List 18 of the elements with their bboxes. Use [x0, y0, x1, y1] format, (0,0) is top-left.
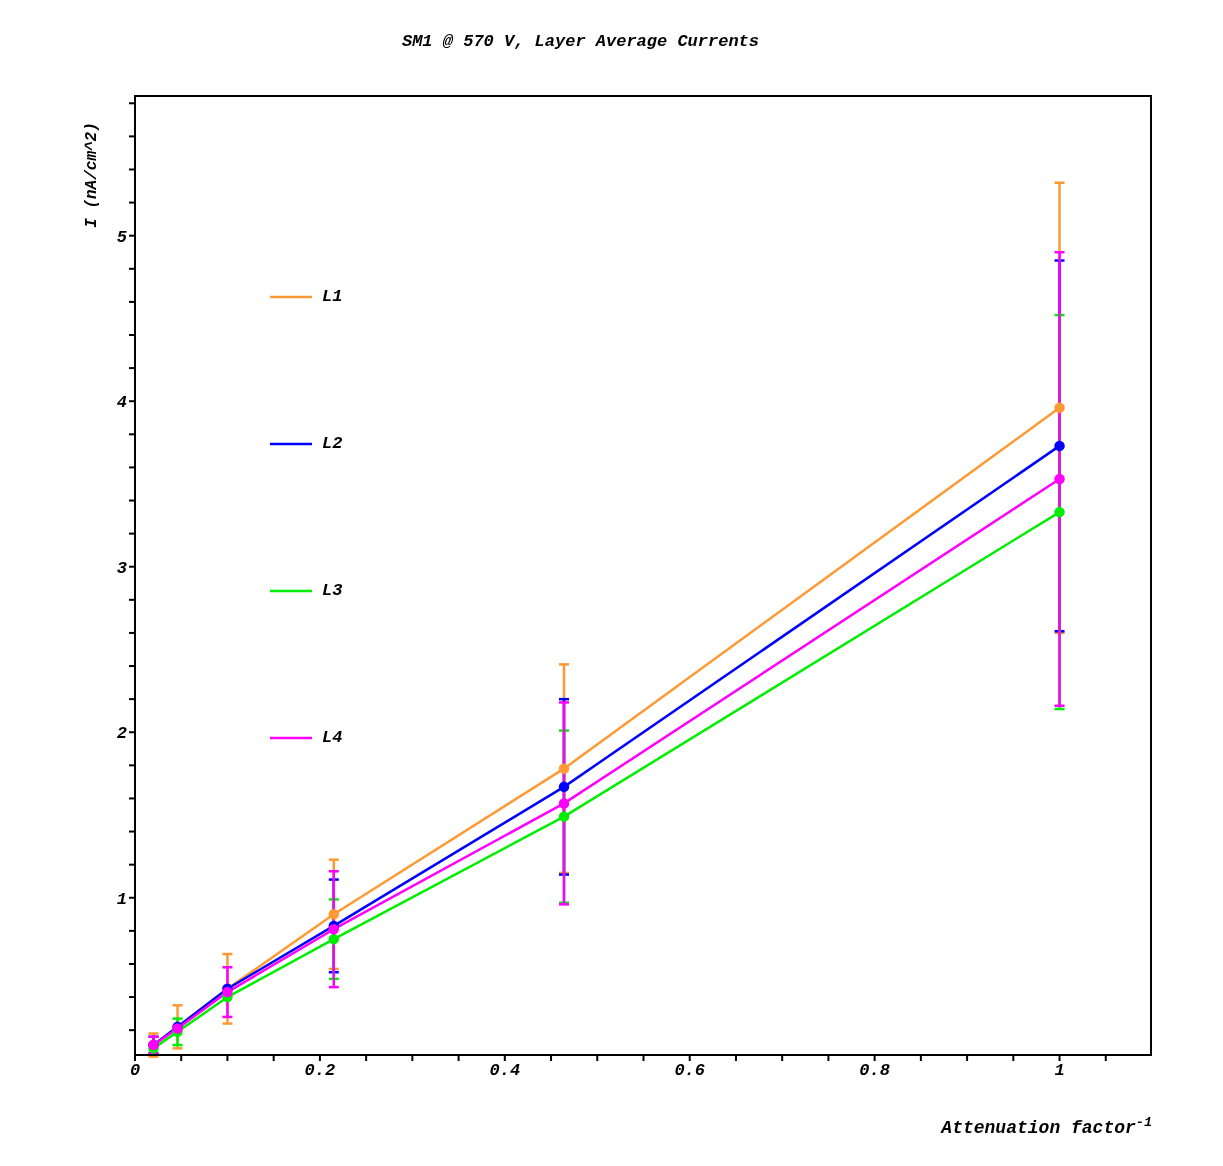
x-tick-label: 0	[129, 1061, 141, 1081]
x-axis-title: Attenuation factor$^{-1}$	[940, 1114, 1152, 1138]
y-tick-label: 3	[116, 558, 127, 578]
x-tick-label: 0.2	[304, 1061, 336, 1081]
y-axis-title: I (nA/cm^2)	[83, 122, 101, 228]
x-tick-label: 0.4	[489, 1061, 521, 1081]
legend-label: L1	[322, 287, 343, 306]
x-tick-label: 0.8	[859, 1061, 890, 1081]
legend-label: L3	[322, 581, 343, 600]
legend-label: L2	[322, 434, 343, 453]
x-tick-label: 1	[1054, 1061, 1065, 1081]
y-tick-label: 4	[116, 393, 127, 413]
legend-label: L4	[322, 728, 343, 747]
y-tick-label: 2	[116, 724, 127, 744]
y-tick-label: 1	[116, 889, 127, 909]
chart-title: SM1 @ 570 V, Layer Average Currents	[400, 32, 761, 51]
y-tick-label: 5	[116, 227, 127, 247]
x-tick-label: 0.6	[674, 1061, 706, 1081]
